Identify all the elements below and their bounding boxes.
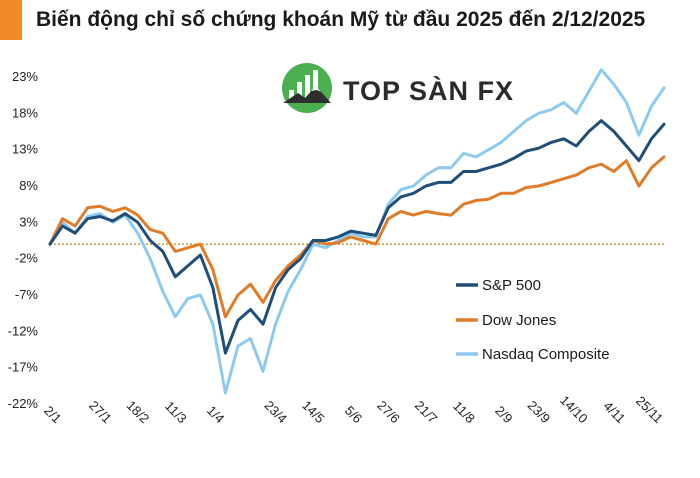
legend-item: Nasdaq Composite — [456, 346, 610, 363]
y-tick-label: 8% — [19, 178, 38, 193]
series-line-dow-jones — [48, 155, 666, 319]
chart-title: Biến động chỉ số chứng khoán Mỹ từ đầu 2… — [36, 8, 646, 31]
legend: S&P 500 Dow Jones Nasdaq Composite — [456, 277, 610, 363]
x-tick-label: 1/4 — [204, 403, 227, 426]
x-tick-label: 18/2 — [124, 398, 153, 427]
x-tick-label: 27/6 — [374, 398, 403, 427]
y-tick-label: -7% — [15, 287, 39, 302]
y-tick-label: 3% — [19, 214, 38, 229]
y-tick-label: -2% — [15, 251, 39, 266]
x-tick-label: 5/6 — [342, 403, 365, 426]
y-tick-label: 18% — [12, 105, 38, 120]
series-lines — [48, 68, 666, 395]
y-tick-label: -22% — [8, 396, 39, 411]
x-tick-label: 21/7 — [412, 398, 441, 427]
legend-label: S&P 500 — [482, 277, 541, 294]
x-tick-label: 14/10 — [557, 393, 591, 427]
series-line-nasdaq-composite — [48, 68, 666, 395]
x-tick-label: 2/9 — [492, 403, 515, 426]
legend-label: Dow Jones — [482, 312, 556, 329]
x-tick-label: 11/8 — [450, 398, 478, 426]
x-axis: 2/1 27/1 18/2 11/3 1/4 23/4 14/5 5/6 27/6 21/7 11/… — [41, 393, 666, 427]
legend-label: Nasdaq Composite — [482, 346, 610, 363]
title-accent-bar — [0, 0, 22, 40]
y-axis: 23% 18% 13% 8% 3% -2% -7% -12% -17% -22% — [8, 69, 39, 411]
logo: TOP SÀN FX — [282, 63, 514, 113]
x-tick-label: 14/5 — [299, 398, 328, 427]
legend-item: S&P 500 — [456, 277, 541, 294]
y-tick-label: -17% — [8, 360, 39, 375]
y-tick-label: -12% — [8, 323, 39, 338]
x-tick-label: 25/11 — [633, 393, 666, 426]
x-tick-label: 11/3 — [162, 398, 190, 426]
series-line-s-p-500 — [48, 119, 666, 355]
x-tick-label: 27/1 — [86, 398, 115, 427]
y-tick-label: 23% — [12, 69, 38, 84]
x-tick-label: 23/9 — [525, 398, 554, 427]
mountain-bars-logo-icon — [282, 63, 332, 113]
x-tick-label: 4/11 — [601, 398, 629, 426]
y-tick-label: 13% — [12, 142, 38, 157]
legend-item: Dow Jones — [456, 312, 556, 329]
logo-text: TOP SÀN FX — [343, 75, 514, 106]
x-tick-label: 23/4 — [262, 398, 291, 427]
x-tick-label: 2/1 — [41, 403, 64, 426]
